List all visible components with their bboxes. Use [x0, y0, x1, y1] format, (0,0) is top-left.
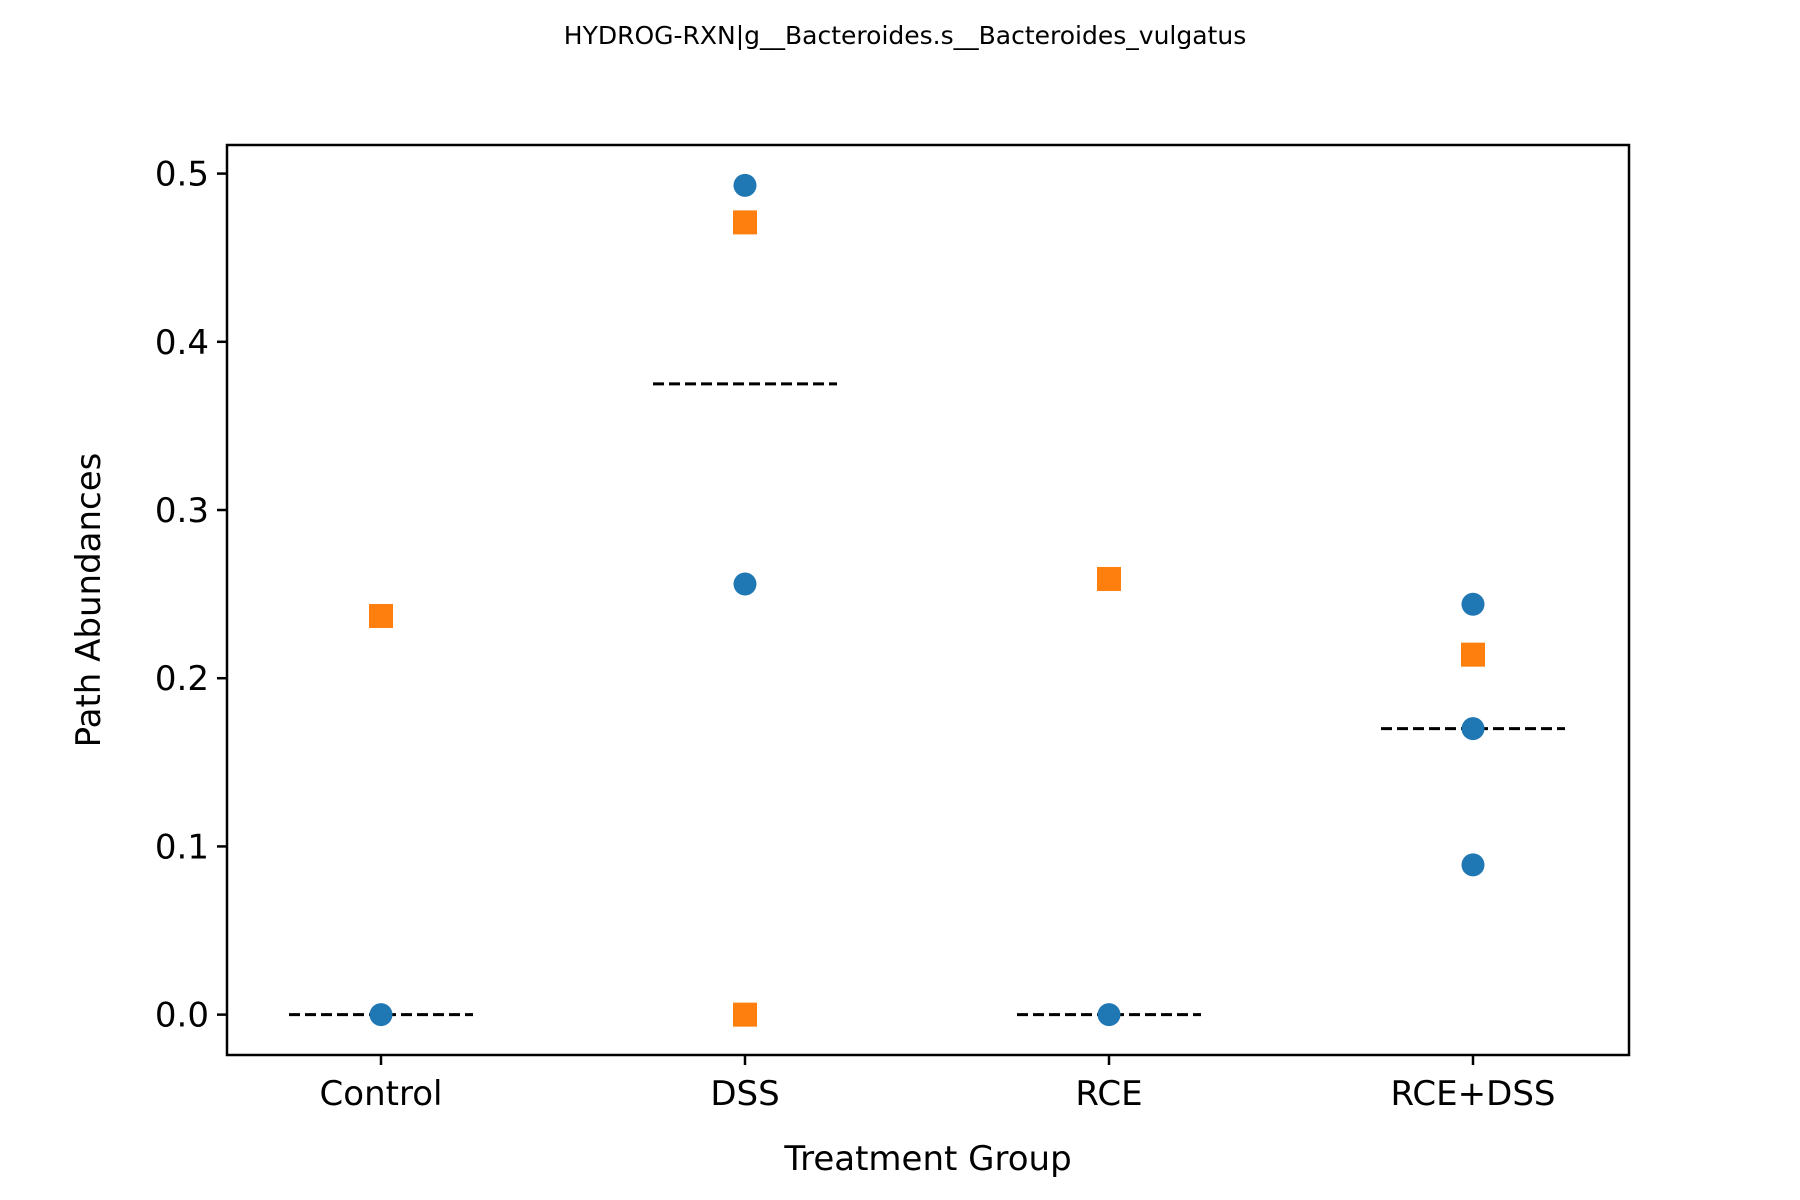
data-point-circle: [733, 173, 757, 197]
x-tick-label: RCE+DSS: [1391, 1074, 1556, 1114]
x-axis-ticks: Control DSS RCE RCE+DSS: [320, 1055, 1556, 1114]
y-tick-label: 0.2: [155, 659, 209, 699]
chart-title: HYDROG-RXN|g__Bacteroides.s__Bacteroides…: [564, 21, 1246, 50]
data-point-circle: [369, 1003, 393, 1027]
x-tick-label: DSS: [710, 1074, 779, 1114]
data-point-circle: [1461, 592, 1485, 616]
data-point-circle: [733, 572, 757, 596]
y-tick-label: 0.5: [155, 155, 209, 195]
data-point-square: [1097, 566, 1121, 591]
y-tick-label: 0.1: [155, 827, 209, 867]
y-tick-label: 0.0: [155, 996, 209, 1036]
x-tick-label: Control: [320, 1074, 443, 1114]
y-axis-ticks: 0.0 0.1 0.2 0.3 0.4 0.5: [155, 155, 227, 1036]
data-point-circle: [1461, 717, 1485, 741]
data-point-circle: [1461, 853, 1485, 877]
x-axis-label: Treatment Group: [783, 1139, 1071, 1179]
data-point-circle: [1097, 1003, 1121, 1027]
plot-frame: [225, 143, 1631, 1057]
y-tick-label: 0.4: [155, 323, 209, 363]
chart-marks: [289, 173, 1565, 1027]
y-axis-label: Path Abundances: [69, 453, 109, 748]
y-tick-label: 0.3: [155, 491, 209, 531]
x-tick-label: RCE: [1075, 1074, 1142, 1114]
data-point-square: [369, 603, 393, 628]
data-point-square: [1461, 642, 1485, 667]
data-point-square: [733, 1002, 757, 1027]
data-point-square: [733, 210, 757, 235]
